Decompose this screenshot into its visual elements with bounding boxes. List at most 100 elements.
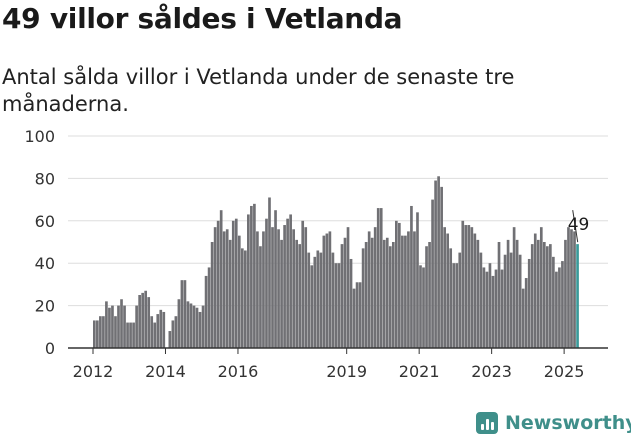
- bar: [156, 314, 160, 348]
- bar: [373, 227, 377, 348]
- bar: [343, 237, 347, 348]
- bar: [546, 246, 549, 348]
- bar: [222, 231, 226, 348]
- bar: [96, 320, 99, 348]
- bar: [367, 231, 371, 348]
- y-axis: 0 20 40 60 80 100: [24, 127, 55, 358]
- bar: [407, 231, 410, 348]
- bar: [404, 235, 407, 348]
- x-tick-label: 2021: [399, 362, 440, 381]
- bar: [452, 263, 456, 348]
- annotations: 49: [568, 210, 589, 243]
- bar: [120, 299, 123, 348]
- bar: [443, 227, 446, 348]
- bar: [485, 271, 489, 348]
- bar: [491, 275, 495, 348]
- bar: [132, 322, 135, 348]
- bar: [289, 214, 292, 348]
- bar: [382, 239, 386, 348]
- y-tick-label: 100: [24, 127, 55, 146]
- bar: [419, 265, 422, 348]
- bar: [340, 244, 344, 348]
- bar: [177, 299, 181, 348]
- bar: [144, 290, 148, 348]
- bar: [183, 280, 187, 348]
- bar: [467, 225, 471, 348]
- bar: [422, 267, 425, 348]
- annotation-line: [572, 210, 579, 243]
- chart-subtitle: Antal sålda villor i Vetlanda under de s…: [2, 65, 515, 116]
- bar: [325, 233, 329, 348]
- bar: [93, 320, 96, 348]
- bar: [198, 311, 202, 348]
- bar: [358, 282, 362, 348]
- bar: [328, 231, 332, 348]
- bar: [334, 263, 338, 348]
- x-tick-label: 2023: [471, 362, 512, 381]
- bar: [316, 250, 320, 348]
- bar: [413, 231, 416, 348]
- x-tick-label: 2019: [326, 362, 367, 381]
- bar: [461, 220, 465, 348]
- bar: [379, 208, 383, 348]
- bar: [253, 203, 256, 348]
- bar: [237, 235, 241, 348]
- bar: [277, 229, 280, 348]
- bar: [162, 311, 166, 348]
- bar: [536, 239, 540, 348]
- bar: [464, 225, 468, 348]
- bar: [141, 292, 144, 348]
- bar: [561, 261, 564, 348]
- bar: [186, 301, 190, 348]
- bar: [268, 197, 271, 348]
- bar: [168, 331, 172, 348]
- bar: [105, 301, 108, 348]
- bar: [346, 227, 350, 348]
- bar: [476, 239, 480, 348]
- bar: [111, 305, 114, 348]
- bar: [428, 242, 431, 348]
- bar: [102, 316, 105, 348]
- bar: [123, 305, 126, 348]
- bar: [150, 316, 154, 348]
- bar: [259, 246, 262, 348]
- bar: [231, 220, 235, 348]
- bar: [440, 186, 443, 348]
- y-tick-label: 20: [35, 297, 55, 316]
- bar: [319, 252, 323, 348]
- bar: [283, 225, 286, 348]
- x-tick-label: 2016: [218, 362, 259, 381]
- bar: [250, 205, 253, 348]
- bar: [352, 288, 356, 348]
- bar: [567, 227, 570, 348]
- bar: [385, 237, 389, 348]
- bar: [512, 227, 516, 348]
- bar: [192, 305, 196, 348]
- bar: [147, 297, 151, 348]
- bar: [552, 256, 555, 348]
- bar: [500, 269, 504, 348]
- bar: [564, 239, 567, 348]
- bar: [313, 256, 317, 348]
- bar: [295, 239, 299, 348]
- bar: [204, 275, 208, 348]
- bar: [370, 237, 374, 348]
- bar: [361, 248, 365, 348]
- bar: [458, 252, 462, 348]
- bar: [298, 244, 302, 348]
- bar: [99, 316, 102, 348]
- bar: [240, 248, 244, 348]
- bar: [355, 282, 359, 348]
- bar: [503, 254, 507, 348]
- bar: [114, 316, 117, 348]
- bar: [292, 229, 295, 348]
- bar: [274, 210, 277, 348]
- bar: [126, 322, 129, 348]
- bar: [539, 227, 543, 348]
- bar: [446, 233, 450, 348]
- bar: [349, 258, 353, 348]
- bar: [533, 233, 537, 348]
- brand-logo[interactable]: Newsworthy: [476, 408, 631, 438]
- bar: [509, 252, 513, 348]
- bar: [431, 199, 434, 348]
